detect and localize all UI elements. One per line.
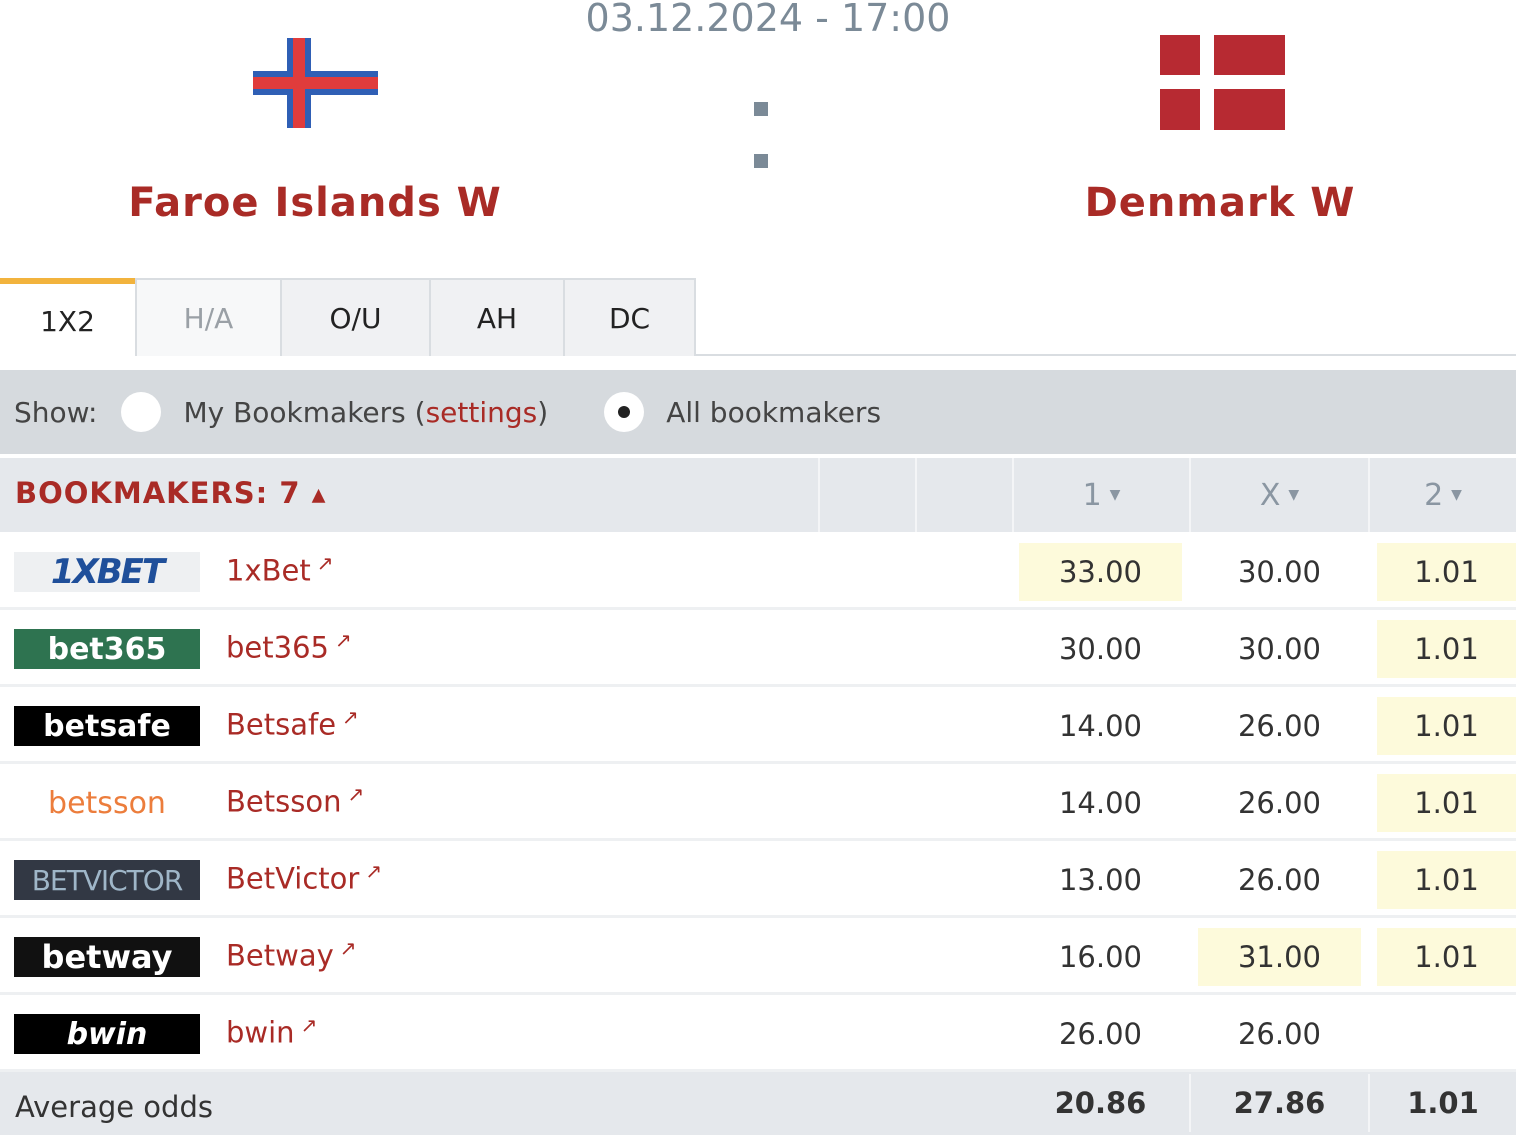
bookmaker-row: bwin bwin ↗ 26.00 26.00 (0, 995, 1516, 1072)
bookmaker-logo[interactable]: bwin (14, 1014, 200, 1054)
bookmaker-logo[interactable]: betway (14, 937, 200, 977)
external-link-icon: ↗ (334, 628, 352, 652)
average-odds-row: Average odds 20.86 27.86 1.01 (0, 1072, 1516, 1135)
sort-down-icon: ▼ (1451, 487, 1462, 503)
denmark-flag (1160, 35, 1285, 130)
average-odd-1: 20.86 (1054, 1086, 1147, 1120)
col-1-header[interactable]: 1 ▼ (1012, 458, 1189, 532)
col-x-header[interactable]: X ▼ (1189, 458, 1368, 532)
odd-cell[interactable]: 1.01 (1377, 620, 1516, 678)
my-bookmakers-label[interactable]: My Bookmakers (settings) (183, 395, 549, 429)
odd-cell[interactable]: 1.01 (1377, 543, 1516, 601)
average-odd-x: 27.86 (1189, 1074, 1368, 1132)
bookmaker-row: betsafe Betsafe ↗ 14.00 26.00 1.01 (0, 687, 1516, 764)
bookmaker-row: BETVICTOR BetVictor ↗ 13.00 26.00 1.01 (0, 841, 1516, 918)
tab-dc[interactable]: DC (563, 278, 696, 356)
odd-cell[interactable]: 14.00 (1058, 786, 1143, 820)
bookmaker-link[interactable]: Betway ↗ (226, 936, 357, 973)
odd-cell[interactable]: 31.00 (1198, 928, 1361, 986)
odd-cell[interactable]: 1.01 (1377, 928, 1516, 986)
sort-down-icon: ▼ (1288, 487, 1300, 503)
settings-link[interactable]: settings (425, 395, 538, 429)
col-2-header[interactable]: 2 ▼ (1368, 458, 1516, 532)
odd-cell[interactable]: 16.00 (1058, 940, 1143, 974)
home-team-name[interactable]: Faroe Islands W (128, 180, 502, 226)
external-link-icon: ↗ (316, 551, 334, 575)
all-bookmakers-radio[interactable] (604, 392, 645, 432)
odd-cell[interactable]: 1.01 (1377, 774, 1516, 832)
bookmaker-logo[interactable]: bet365 (14, 629, 200, 669)
odd-cell[interactable]: 26.00 (1237, 863, 1322, 897)
odd-cell[interactable] (1377, 1005, 1516, 1063)
bookmaker-logo[interactable]: BETVICTOR (14, 860, 200, 900)
sort-down-icon: ▼ (1109, 487, 1121, 503)
bookmaker-row: bet365 bet365 ↗ 30.00 30.00 1.01 (0, 610, 1516, 687)
bookmaker-row: 1XBET 1xBet ↗ 33.00 30.00 1.01 (0, 533, 1516, 610)
bookmaker-link[interactable]: Betsafe ↗ (226, 705, 359, 742)
odd-cell[interactable]: 1.01 (1377, 697, 1516, 755)
bookmaker-row: betway Betway ↗ 16.00 31.00 1.01 (0, 918, 1516, 995)
bookmaker-link[interactable]: bet365 ↗ (226, 628, 352, 665)
odd-cell[interactable]: 26.00 (1237, 786, 1322, 820)
tab-ah[interactable]: AH (429, 278, 565, 356)
market-tabs: 1X2 H/A O/U AH DC (0, 278, 1516, 358)
show-filter-bar: Show: My Bookmakers (settings) All bookm… (0, 370, 1516, 454)
faroe-islands-flag (253, 38, 378, 128)
external-link-icon: ↗ (347, 782, 365, 806)
bookmaker-logo[interactable]: betsafe (14, 706, 200, 746)
bookmaker-link[interactable]: BetVictor ↗ (226, 859, 383, 896)
bookmaker-row: betsson Betsson ↗ 14.00 26.00 1.01 (0, 764, 1516, 841)
bookmaker-logo[interactable]: betsson (14, 783, 200, 823)
odd-cell[interactable]: 13.00 (1058, 863, 1143, 897)
away-team-name[interactable]: Denmark W (1084, 180, 1356, 226)
odd-cell[interactable]: 26.00 (1237, 1017, 1322, 1051)
average-label: Average odds (15, 1090, 213, 1124)
odd-cell[interactable]: 26.00 (1058, 1017, 1143, 1051)
bookmaker-link[interactable]: bwin ↗ (226, 1013, 318, 1050)
sort-up-icon[interactable]: ▲ (311, 484, 327, 506)
bookmakers-count[interactable]: BOOKMAKERS: 7 ▲ (15, 476, 327, 510)
bookmaker-link[interactable]: 1xBet ↗ (226, 551, 334, 588)
tab-1x2[interactable]: 1X2 (0, 278, 135, 358)
tab-ou[interactable]: O/U (280, 278, 431, 356)
score-separator (754, 154, 768, 168)
odd-cell[interactable]: 1.01 (1377, 851, 1516, 909)
odd-cell[interactable]: 33.00 (1019, 543, 1182, 601)
all-bookmakers-label[interactable]: All bookmakers (666, 395, 882, 429)
average-odd-2: 1.01 (1368, 1074, 1516, 1132)
odd-cell[interactable]: 14.00 (1058, 709, 1143, 743)
bookmaker-link[interactable]: Betsson ↗ (226, 782, 365, 819)
odd-cell[interactable]: 26.00 (1237, 709, 1322, 743)
bookmaker-logo[interactable]: 1XBET (14, 552, 200, 592)
external-link-icon: ↗ (342, 705, 359, 729)
odd-cell[interactable]: 30.00 (1237, 632, 1322, 666)
external-link-icon: ↗ (365, 859, 383, 883)
external-link-icon: ↗ (339, 936, 357, 960)
odd-cell[interactable]: 30.00 (1058, 632, 1143, 666)
score-separator (754, 102, 768, 116)
my-bookmakers-radio[interactable] (121, 392, 162, 432)
external-link-icon: ↗ (300, 1013, 318, 1037)
match-datetime: 03.12.2024 - 17:00 (585, 0, 951, 40)
odd-cell[interactable]: 30.00 (1237, 555, 1322, 589)
odds-table-header: BOOKMAKERS: 7 ▲ 1 ▼ X ▼ 2 ▼ (0, 458, 1516, 532)
show-label: Show: (14, 395, 98, 429)
tab-ha[interactable]: H/A (135, 278, 282, 356)
